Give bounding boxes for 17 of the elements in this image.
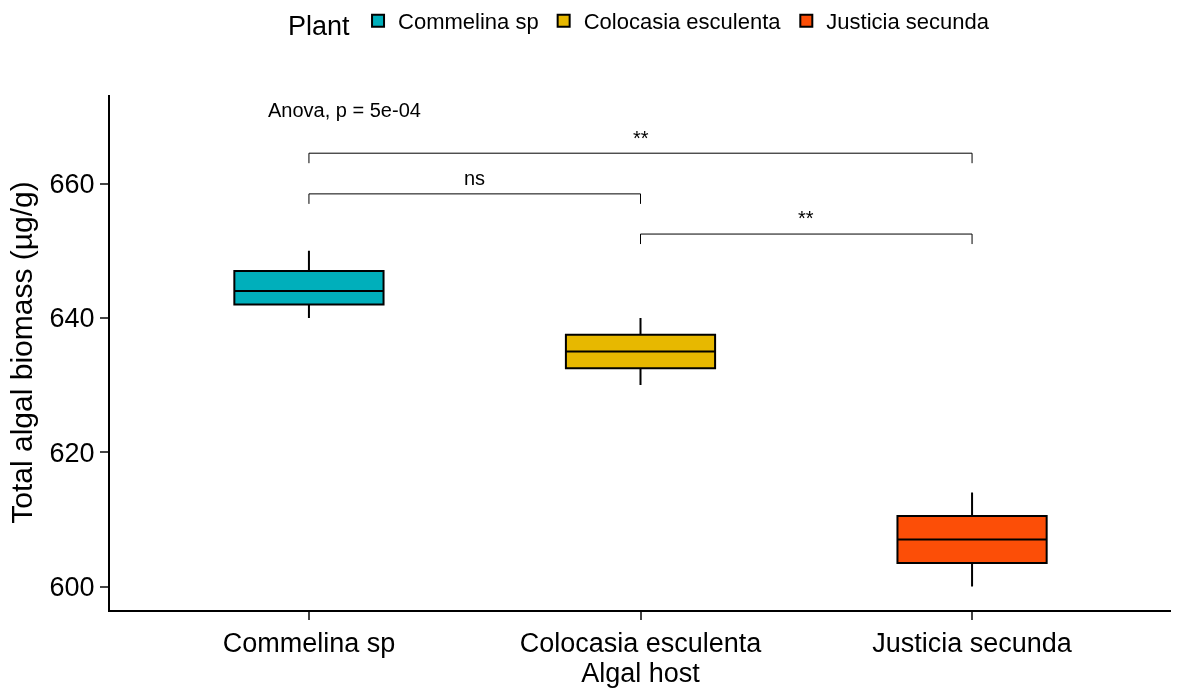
annotation: ns (464, 167, 486, 189)
y-axis-title: Total algal biomass (µg/g) (5, 181, 39, 524)
x-axis-title: Algal host (581, 658, 701, 689)
y-tick-label: 600 (49, 571, 95, 602)
annotation: ** (798, 207, 814, 229)
x-tick-label: Commelina sp (222, 628, 396, 659)
x-tick-label: Justicia secunda (872, 628, 1073, 659)
y-tick-label: 660 (49, 169, 95, 200)
legend-label: Colocasia esculenta (583, 9, 782, 35)
y-tick-label: 620 (49, 437, 95, 468)
annotation: Anova, p = 5e-04 (268, 99, 421, 121)
annotation: ** (633, 127, 649, 149)
legend-label: Justicia secunda (826, 9, 990, 35)
x-tick-label: Colocasia esculenta (519, 628, 763, 659)
legend-title: Plant (288, 11, 351, 42)
legend-label: Commelina sp (398, 9, 539, 35)
y-tick-label: 640 (49, 303, 95, 334)
